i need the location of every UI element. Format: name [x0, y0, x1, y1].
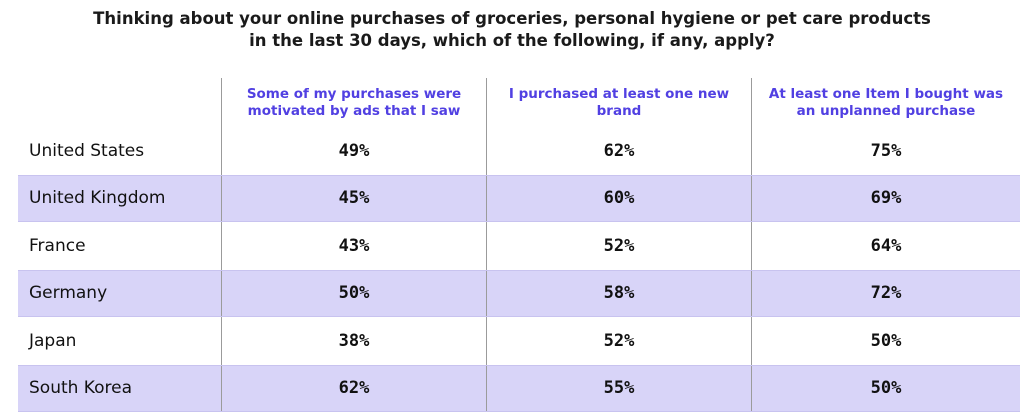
value-label: 38% — [338, 330, 370, 351]
value-label: 69% — [870, 188, 902, 209]
data-table: Some of my purchases were motivated by a… — [18, 78, 1020, 412]
column-header-new-brand: I purchased at least one new brand — [486, 78, 751, 127]
row-label-country: United Kingdom — [29, 188, 166, 209]
table-cell-value: 45% — [221, 175, 486, 221]
value-label: 45% — [338, 188, 370, 209]
chart-title: Thinking about your online purchases of … — [0, 8, 1024, 52]
row-label-country: South Korea — [29, 378, 133, 399]
table-cell-value: 72% — [751, 270, 1020, 316]
value-label: 52% — [603, 235, 635, 256]
value-label: 49% — [338, 140, 370, 161]
table-row: Germany 50% 58% 72% — [18, 269, 1020, 317]
table-row: United Kingdom 45% 60% 69% — [18, 174, 1020, 222]
value-label: 43% — [338, 235, 370, 256]
row-label-country: United States — [29, 140, 145, 161]
table-cell-value: 62% — [486, 127, 751, 175]
table-cell-value: 62% — [221, 365, 486, 411]
value-label: 52% — [603, 330, 635, 351]
table-header-row: Some of my purchases were motivated by a… — [18, 78, 1020, 127]
value-label: 50% — [338, 283, 370, 304]
value-label: 62% — [338, 378, 370, 399]
table-row: France 43% 52% 64% — [18, 222, 1020, 270]
value-label: 62% — [603, 140, 635, 161]
table-cell-value: 52% — [486, 317, 751, 365]
table-row: United States 49% 62% 75% — [18, 127, 1020, 175]
value-label: 55% — [603, 378, 635, 399]
table-cell-value: 69% — [751, 175, 1020, 221]
table-cell-value: 58% — [486, 270, 751, 316]
table-row: Japan 38% 52% 50% — [18, 317, 1020, 365]
value-label: 58% — [603, 283, 635, 304]
table-cell-value: 38% — [221, 317, 486, 365]
table-cell-value: 50% — [221, 270, 486, 316]
value-label: 50% — [870, 378, 902, 399]
table-cell-value: 75% — [751, 127, 1020, 175]
column-header-unplanned: At least one Item I bought was an unplan… — [751, 78, 1020, 127]
chart-title-line-1: Thinking about your online purchases of … — [93, 9, 931, 28]
table-cell-value: 43% — [221, 222, 486, 270]
table-body: United States 49% 62% 75% United Kingdom 45% 6… — [18, 127, 1020, 412]
header-blank-cell — [18, 78, 221, 127]
table-cell-value: 49% — [221, 127, 486, 175]
table-cell-value: 64% — [751, 222, 1020, 270]
chart-title-line-2: in the last 30 days, which of the follow… — [249, 31, 775, 50]
table-cell-value: 50% — [751, 317, 1020, 365]
value-label: 50% — [870, 330, 902, 351]
row-label-country: France — [29, 235, 86, 256]
value-label: 64% — [870, 235, 902, 256]
table-cell-value: 55% — [486, 365, 751, 411]
row-label-country: Japan — [29, 330, 77, 351]
table-cell-value: 52% — [486, 222, 751, 270]
value-label: 75% — [870, 140, 902, 161]
table-row: South Korea 62% 55% 50% — [18, 364, 1020, 412]
column-header-ads: Some of my purchases were motivated by a… — [221, 78, 486, 127]
value-label: 60% — [603, 188, 635, 209]
table-cell-value: 50% — [751, 365, 1020, 411]
row-label-country: Germany — [29, 283, 108, 304]
value-label: 72% — [870, 283, 902, 304]
table-cell-value: 60% — [486, 175, 751, 221]
